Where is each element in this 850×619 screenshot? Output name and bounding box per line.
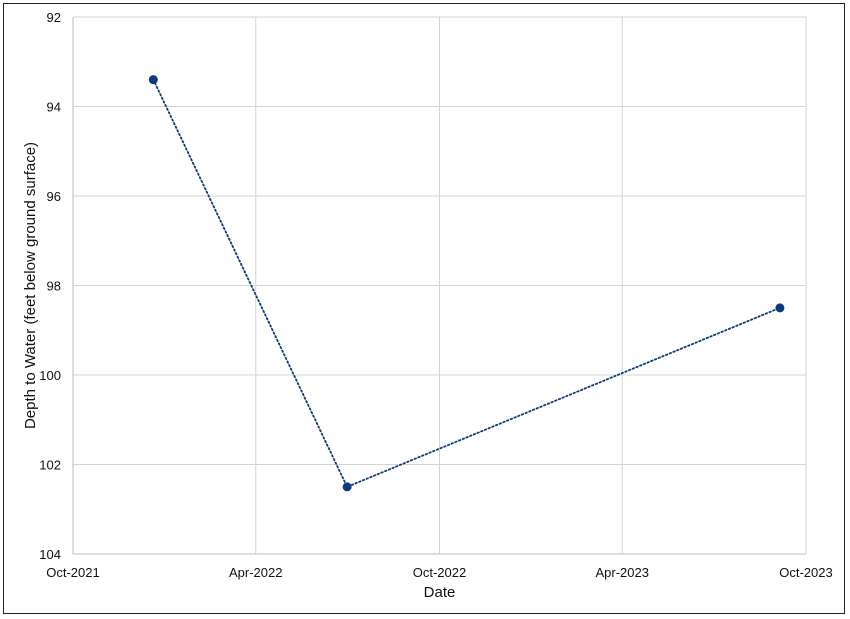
grid-lines [72,16,807,555]
y-tick-label: 94 [47,100,61,115]
y-tick-label: 92 [47,10,61,25]
series-layer [148,75,785,492]
x-axis-label: Date [424,584,456,601]
y-tick-label: 98 [47,279,61,294]
x-tick-label: Apr-2023 [596,565,649,580]
x-tick-labels: Oct-2021 Apr-2022 Oct-2022 Apr-2023 Oct-2023 [46,565,832,580]
data-point [342,482,352,492]
axes [72,17,806,555]
x-tick-label: Apr-2022 [229,565,282,580]
x-tick-label: Oct-2022 [413,565,466,580]
y-tick-label: 100 [39,368,61,383]
y-tick-label: 104 [39,547,61,562]
y-tick-label: 102 [39,458,61,473]
y-axis-label: Depth to Water (feet below ground surfac… [22,142,39,429]
y-tick-label: 96 [47,189,61,204]
data-point [148,75,158,85]
x-tick-label: Oct-2023 [779,565,832,580]
data-point [775,303,785,313]
y-tick-labels: 92 94 96 98 100 102 104 [39,10,61,562]
x-tick-label: Oct-2021 [46,565,99,580]
series-line [152,78,781,489]
chart-frame [3,3,845,614]
